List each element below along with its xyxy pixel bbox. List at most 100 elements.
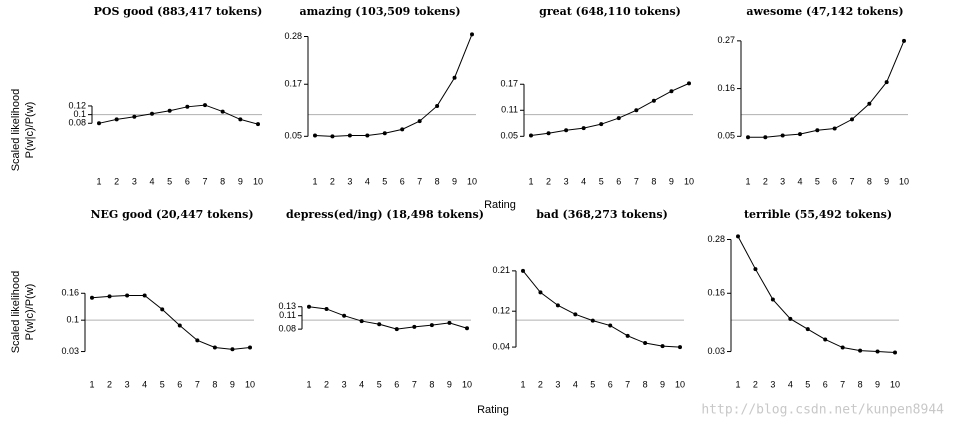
- data-point: [185, 104, 190, 109]
- x-tick-label: 1: [312, 176, 317, 186]
- series-line: [737, 236, 896, 353]
- data-point: [608, 323, 613, 328]
- data-point: [538, 290, 543, 295]
- data-point: [815, 128, 820, 133]
- x-tick-label: 8: [867, 176, 872, 186]
- x-tick-label: 4: [149, 176, 154, 186]
- data-point: [248, 345, 252, 350]
- x-tick-label: 3: [347, 176, 352, 186]
- data-point: [417, 119, 422, 124]
- data-point: [736, 234, 740, 239]
- data-point: [195, 338, 200, 343]
- x-tick-label: 7: [202, 176, 207, 186]
- data-point: [470, 32, 474, 37]
- y-tick-label: 0.08: [68, 118, 86, 128]
- x-tick-label: 8: [858, 379, 863, 389]
- series-line: [530, 82, 690, 136]
- x-label: Rating: [484, 199, 516, 211]
- x-tick-label: 7: [634, 176, 639, 186]
- y-tick-label: 0.11: [279, 310, 296, 320]
- y-tick-label: 0.08: [278, 324, 296, 334]
- data-point: [107, 294, 112, 299]
- x-tick-label: 7: [412, 379, 417, 389]
- x-tick-label: 1: [745, 176, 750, 186]
- y-label: Scaled likelihood: [10, 89, 22, 172]
- x-tick-label: 3: [780, 176, 785, 186]
- data-point: [167, 108, 172, 113]
- x-tick-label: 3: [555, 379, 560, 389]
- x-tick-label: 4: [797, 176, 802, 186]
- panel-title: terrible (55,492 tokens): [744, 208, 892, 221]
- y-tick-label: 0.12: [68, 100, 86, 110]
- x-tick-label: 7: [625, 379, 630, 389]
- y-tick-label: 0.28: [284, 31, 302, 41]
- x-tick-label: 7: [849, 176, 854, 186]
- data-point: [347, 133, 352, 138]
- x-tick-label: 9: [660, 379, 665, 389]
- x-label: Rating: [477, 404, 509, 416]
- x-tick-label: 3: [132, 176, 137, 186]
- x-tick-label: 10: [675, 379, 685, 389]
- x-tick-label: 7: [840, 379, 845, 389]
- data-point: [832, 126, 837, 131]
- data-point: [256, 122, 260, 127]
- data-point: [581, 126, 586, 131]
- y-tick-label: 0.17: [500, 79, 518, 89]
- y-tick-label: 0.28: [707, 234, 725, 244]
- data-point: [377, 322, 382, 327]
- x-tick-label: 5: [599, 176, 604, 186]
- data-point: [435, 103, 440, 108]
- x-tick-label: 8: [220, 176, 225, 186]
- data-point: [330, 134, 335, 139]
- x-tick-label: 3: [342, 379, 347, 389]
- x-tick-label: 3: [770, 379, 775, 389]
- data-point: [660, 344, 665, 349]
- data-point: [429, 323, 434, 328]
- series-line: [308, 306, 468, 330]
- x-tick-label: 4: [581, 176, 586, 186]
- y-tick-label: 0.17: [284, 79, 302, 89]
- data-point: [220, 109, 225, 114]
- panel-title: depress(ed/ing) (18,498 tokens): [286, 208, 484, 221]
- data-point: [840, 345, 845, 350]
- series-line: [98, 104, 259, 125]
- x-tick-label: 9: [230, 379, 235, 389]
- x-tick-label: 8: [429, 379, 434, 389]
- y-tick-label: 0.21: [492, 265, 510, 275]
- x-tick-label: 1: [520, 379, 525, 389]
- data-point: [625, 333, 630, 338]
- y-label: P(w|c)/P(w): [24, 102, 36, 159]
- data-point: [902, 38, 906, 43]
- x-tick-label: 6: [177, 379, 182, 389]
- x-tick-label: 9: [447, 379, 452, 389]
- panel-title: great (648,110 tokens): [539, 5, 681, 18]
- y-tick-label: 0.11: [501, 105, 518, 115]
- data-point: [788, 316, 793, 321]
- data-point: [452, 75, 457, 80]
- x-tick-label: 2: [114, 176, 119, 186]
- series-line: [522, 270, 681, 348]
- data-point: [365, 133, 370, 138]
- data-point: [342, 313, 347, 318]
- data-point: [447, 320, 452, 325]
- y-tick-label: 0.1: [66, 315, 79, 325]
- x-tick-label: 2: [538, 379, 543, 389]
- data-point: [643, 341, 648, 346]
- x-tick-label: 6: [823, 379, 828, 389]
- series-line: [748, 40, 905, 138]
- y-tick-label: 0.13: [278, 301, 296, 311]
- y-tick-label: 0.1: [73, 109, 86, 119]
- x-tick-label: 10: [253, 176, 263, 186]
- y-tick-label: 0.03: [707, 346, 725, 356]
- x-tick-label: 8: [435, 176, 440, 186]
- data-point: [753, 267, 758, 272]
- data-point: [798, 132, 802, 137]
- series-line: [91, 295, 251, 350]
- data-point: [521, 268, 525, 273]
- data-point: [564, 128, 569, 133]
- data-point: [465, 326, 469, 331]
- data-point: [746, 135, 750, 140]
- data-point: [412, 324, 417, 329]
- data-point: [687, 81, 691, 86]
- panel-title: bad (368,273 tokens): [536, 208, 668, 221]
